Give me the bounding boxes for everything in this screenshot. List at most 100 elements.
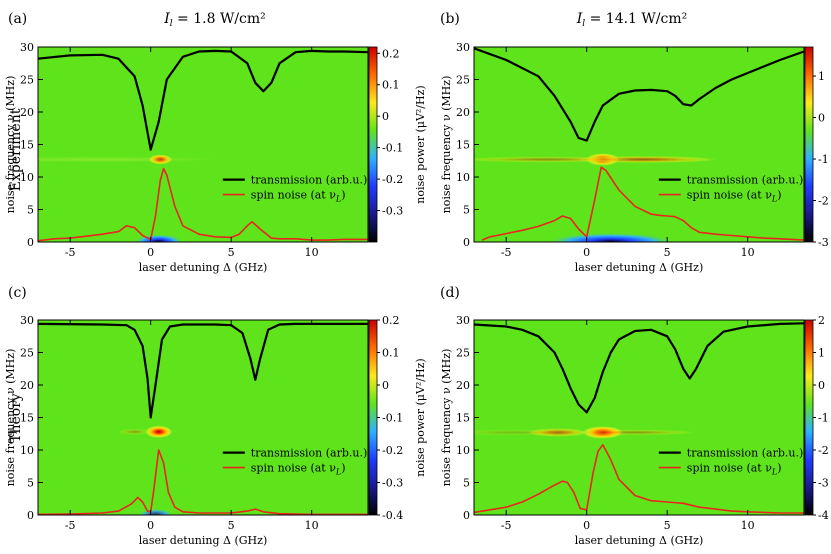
colorbar-tick-label: 0.2	[382, 47, 400, 60]
noise-map-background	[474, 47, 804, 242]
colorbar-tick-label: 0.1	[382, 347, 400, 360]
x-axis-label: laser detuning Δ (GHz)	[575, 534, 703, 547]
transmission-line	[474, 322, 804, 414]
y-tick-label: 5	[27, 204, 34, 217]
noise-map-feature	[474, 156, 635, 163]
y-tick-label: 30	[456, 41, 470, 54]
y-tick-label: 15	[456, 139, 470, 152]
colorbar-tick-label: -1	[818, 153, 829, 166]
colorbar-tick-label: 0	[818, 379, 825, 392]
transmission-line	[38, 49, 368, 151]
x-axis-label: laser detuning Δ (GHz)	[139, 261, 267, 274]
colorbar-tick-label: -3	[818, 236, 829, 249]
panel-label: (d)	[440, 285, 460, 301]
noise-map-feature	[571, 429, 699, 436]
x-tick-label: 0	[147, 519, 154, 532]
colorbar-tick-label: -0.2	[382, 173, 403, 186]
row-label-experiment: Experiment	[8, 108, 24, 191]
colorbar-label: noise power (μV²/Hz)	[414, 85, 427, 203]
spin-noise-line	[38, 449, 368, 515]
legend-spin-noise-label: spin noise (at νL)	[251, 462, 346, 477]
noise-map-feature	[144, 425, 173, 439]
panel-a: -5 0 5 10 0 5 10 15 20 25 30 laser detuning Δ (GHz)…	[4, 11, 427, 274]
colorbar	[368, 319, 378, 516]
x-tick-label: 5	[228, 519, 235, 532]
y-tick-label: 25	[20, 347, 34, 360]
panel-label: (a)	[8, 11, 27, 27]
colorbar-tick-label: -4	[818, 509, 829, 522]
y-tick-label: 15	[456, 412, 470, 425]
colorbar	[368, 46, 378, 243]
colorbar-tick-label: -0.2	[382, 444, 403, 457]
y-tick-label: 10	[20, 444, 34, 457]
colorbar-tick-label: 0	[818, 112, 825, 125]
colorbar-tick-label: -0.3	[382, 477, 403, 490]
y-tick-label: 30	[20, 314, 34, 327]
colorbar-tick-label: -3	[818, 477, 829, 490]
y-tick-label: 5	[27, 477, 34, 490]
y-tick-label: 30	[20, 41, 34, 54]
panel-label: (c)	[8, 285, 27, 301]
y-tick-label: 25	[456, 347, 470, 360]
colorbar-tick-label: -1	[818, 412, 829, 425]
panel-title: Il = 14.1 W/cm²	[576, 11, 688, 29]
y-tick-label: 15	[20, 412, 34, 425]
colorbar	[804, 46, 814, 243]
x-tick-label: -5	[501, 519, 512, 532]
y-tick-label: 10	[456, 444, 470, 457]
x-tick-label: 0	[147, 246, 154, 259]
row-label-theory: Theory	[8, 393, 24, 443]
y-tick-label: 0	[27, 236, 34, 249]
y-tick-label: 10	[20, 171, 34, 184]
y-tick-label: 15	[20, 139, 34, 152]
legend-transmission-label: transmission (arb.u.)	[687, 174, 803, 187]
colorbar-tick-label: -0.3	[382, 205, 403, 218]
x-axis-label: laser detuning Δ (GHz)	[575, 261, 703, 274]
y-axis-label: noise frequency ν (MHz)	[4, 76, 17, 214]
y-tick-label: 0	[27, 509, 34, 522]
y-tick-label: 0	[463, 236, 470, 249]
x-tick-label: -5	[65, 519, 76, 532]
y-tick-label: 20	[456, 379, 470, 392]
x-tick-label: 10	[305, 519, 319, 532]
noise-map-features	[38, 154, 227, 242]
noise-map-feature	[547, 232, 675, 242]
legend-transmission-label: transmission (arb.u.)	[251, 174, 367, 187]
noise-map-background	[38, 320, 368, 515]
y-tick-label: 20	[456, 106, 470, 119]
x-tick-label: -5	[501, 246, 512, 259]
x-tick-label: 5	[228, 246, 235, 259]
noise-map-features	[116, 425, 174, 515]
y-tick-label: 25	[20, 74, 34, 87]
colorbar-tick-label: 1	[818, 70, 825, 83]
transmission-line	[38, 322, 368, 419]
noise-map-background	[474, 320, 804, 515]
colorbar-tick-label: 1	[818, 347, 825, 360]
spin-noise-line	[481, 166, 804, 241]
x-tick-label: 0	[583, 246, 590, 259]
x-tick-label: 5	[664, 519, 671, 532]
noise-map-feature	[474, 429, 578, 436]
colorbar-tick-label: -0.1	[382, 142, 403, 155]
colorbar	[804, 319, 814, 516]
legend-spin-noise-label: spin noise (at νL)	[687, 189, 782, 204]
colorbar-tick-label: 0.1	[382, 79, 400, 92]
noise-map-features	[474, 426, 699, 439]
legend-transmission-label: transmission (arb.u.)	[251, 447, 367, 460]
x-tick-label: 10	[741, 246, 755, 259]
y-tick-label: 25	[456, 74, 470, 87]
colorbar-tick-label: 0.2	[382, 314, 400, 327]
spin-noise-line	[474, 444, 804, 514]
y-axis-label: noise frequency ν (MHz)	[440, 76, 453, 214]
x-tick-label: 0	[583, 519, 590, 532]
panel-label: (b)	[440, 11, 460, 27]
legend-spin-noise-label: spin noise (at νL)	[251, 189, 346, 204]
colorbar-label: noise power (μV²/Hz)	[414, 358, 427, 476]
y-tick-label: 20	[20, 106, 34, 119]
x-tick-label: 5	[664, 246, 671, 259]
x-tick-label: -5	[65, 246, 76, 259]
colorbar-tick-label: -0.1	[382, 412, 403, 425]
x-axis-label: laser detuning Δ (GHz)	[139, 534, 267, 547]
y-axis-label: noise frequency ν (MHz)	[4, 349, 17, 487]
